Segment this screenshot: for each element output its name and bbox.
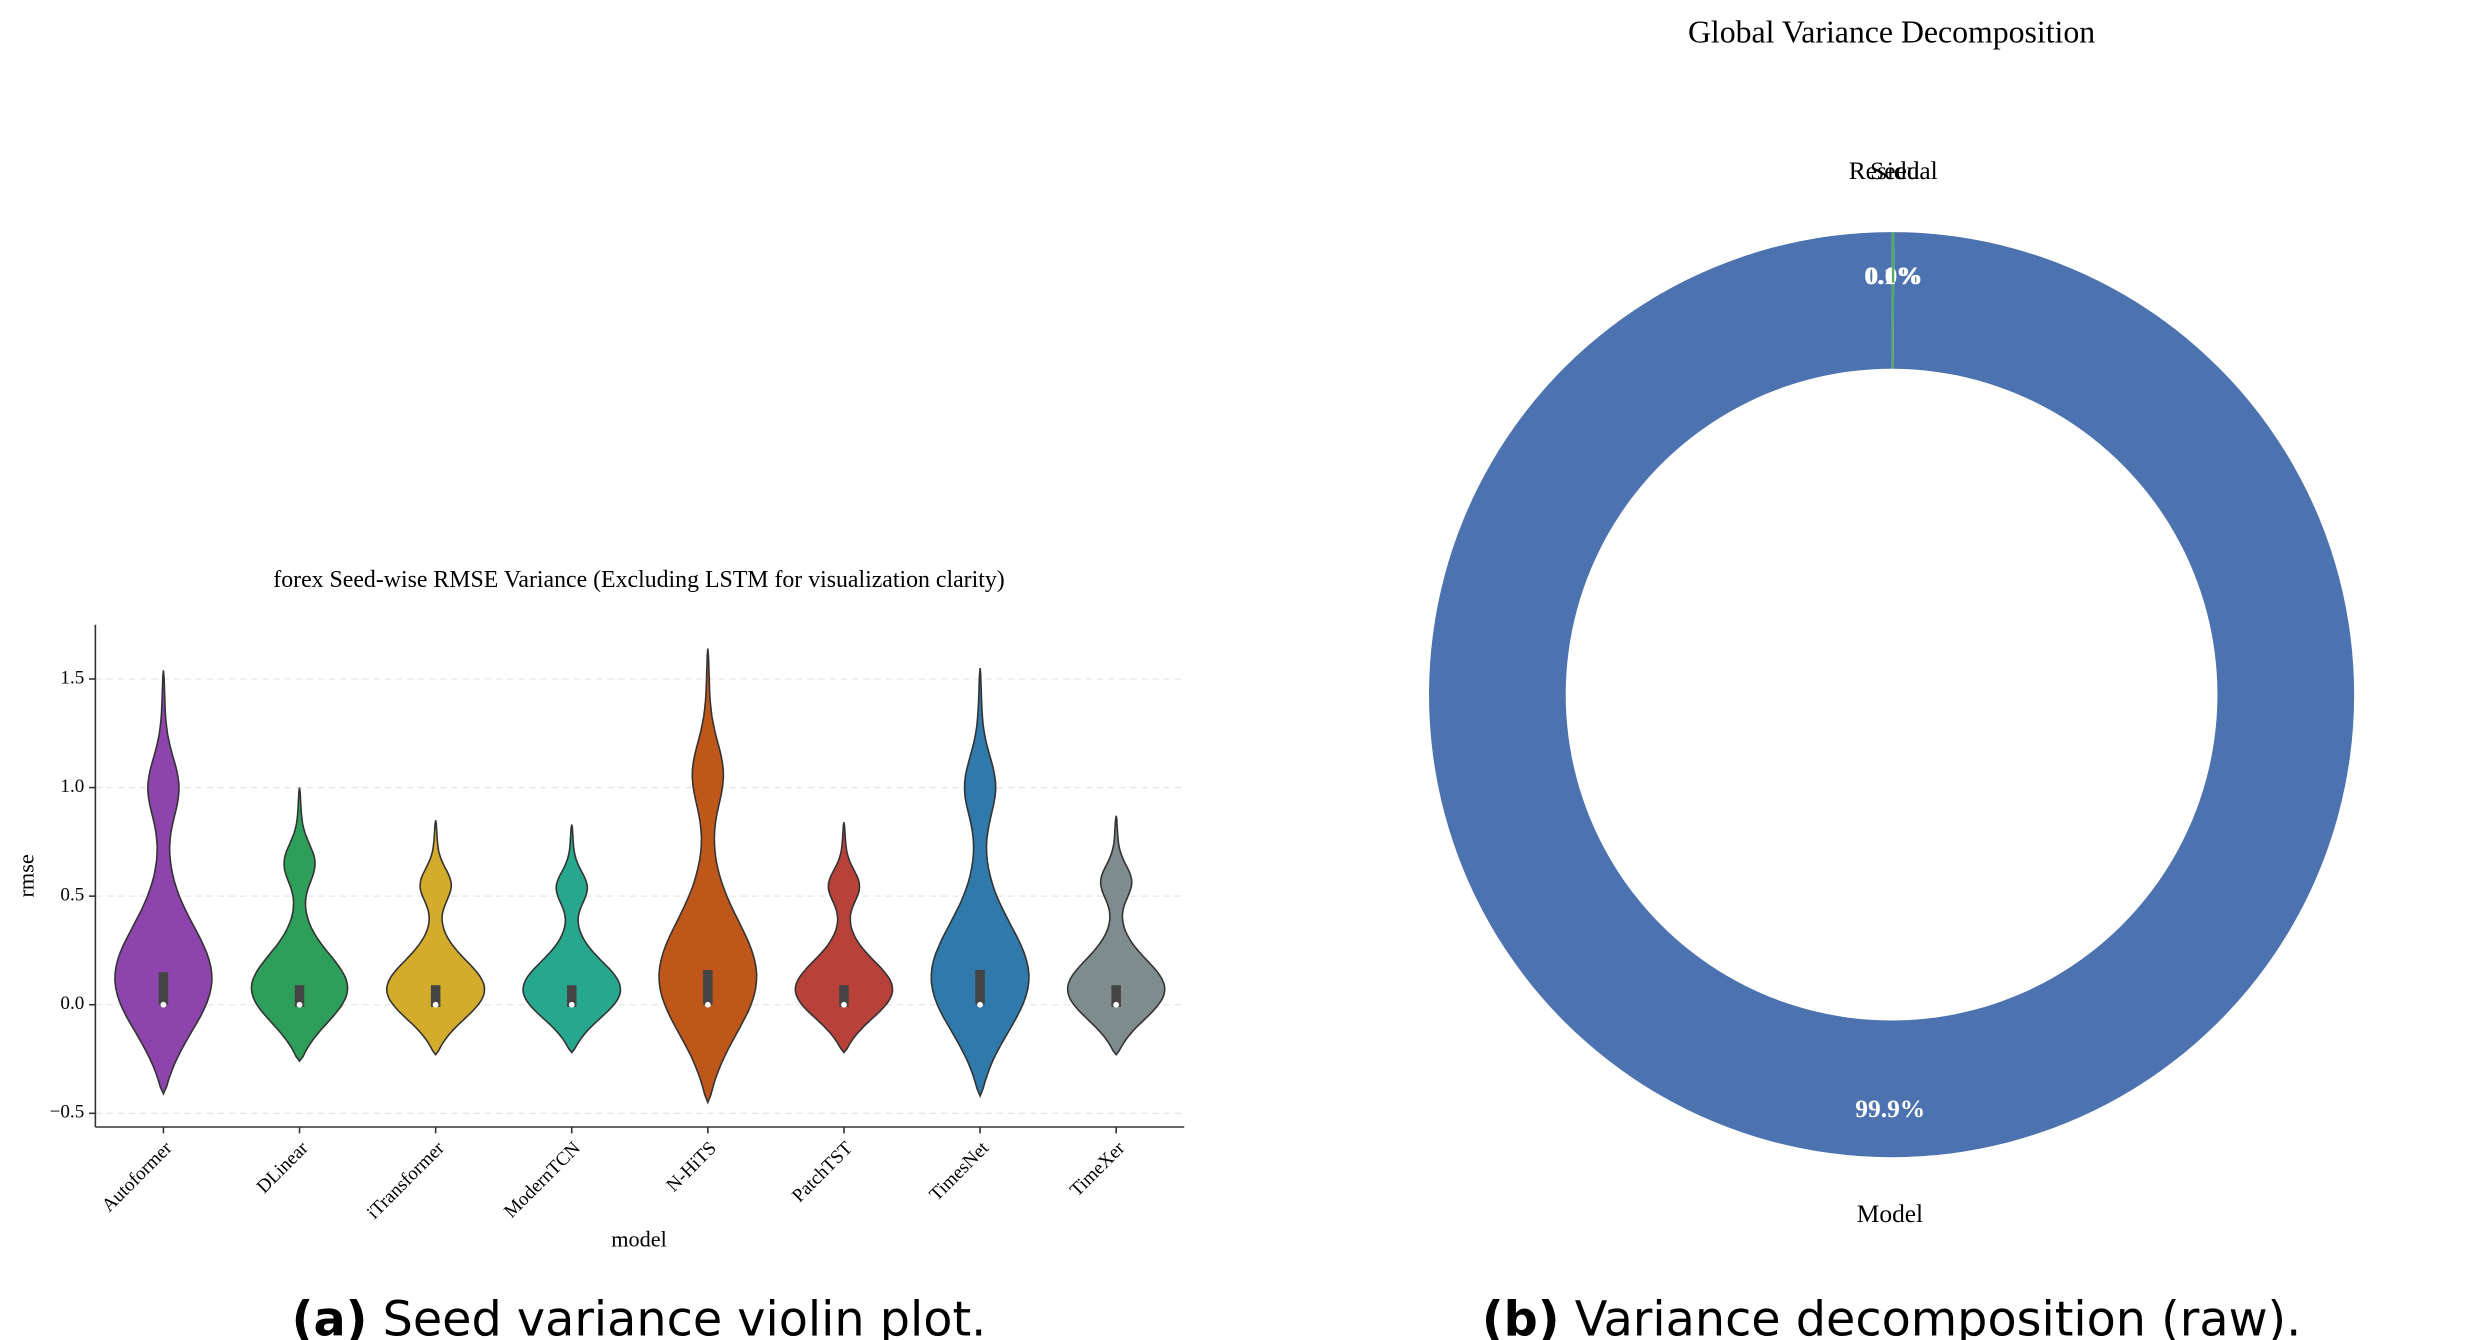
wedge-value-label: 0.1% [1864,261,1921,290]
wedge-label: Model [1857,1199,1923,1228]
caption-text: Seed variance violin plot. [383,1293,987,1340]
violin-box [294,985,305,1007]
violin-median [704,1001,711,1008]
x-axis-label: model [611,1227,667,1252]
x-tick-label: iTransformer [363,1137,449,1223]
violin-body [794,822,894,1054]
violin-median [160,1001,167,1008]
wedge-label: Residual [1849,156,1938,185]
violin-body [250,787,349,1063]
x-tick-label: TimesNet [926,1137,994,1205]
x-tick-label: DLinear [253,1137,313,1197]
y-tick-label: −0.5 [50,1102,85,1123]
donut-wedge [1429,232,2355,1158]
caption-a: (a) Seed variance violin plot. [292,1293,987,1340]
y-tick-label: 0.5 [60,885,84,906]
violin-title: forex Seed-wise RMSE Variance (Excluding… [273,567,1004,593]
violin-median [432,1001,439,1008]
x-tick-label: N-HiTS [663,1138,721,1196]
violin-box [430,985,441,1007]
y-axis-label: rmse [14,854,39,897]
violin-body [114,670,213,1096]
violin-body [1066,815,1166,1056]
violin-box [839,985,849,1007]
violin-body [658,648,758,1105]
y-tick-label: 1.0 [60,776,84,797]
violin-body [930,668,1030,1099]
wedge-label: Seed [1870,156,1920,185]
y-tick-label: 0.0 [60,993,84,1014]
violin-box [703,969,713,1005]
violin-median [841,1001,847,1008]
x-tick-label: TimeXer [1066,1137,1129,1200]
violin-median [977,1001,983,1008]
wedge-value-label: 99.9% [1855,1094,1925,1123]
donut-wedge [1891,232,1895,369]
violin-box [1111,985,1121,1007]
y-tick-label: 1.5 [60,667,84,688]
caption-label: (b) [1482,1293,1560,1340]
violin-box [158,972,169,1005]
x-tick-label: PatchTST [788,1138,857,1207]
caption-label: (a) [292,1293,368,1340]
violin-median [1113,1001,1120,1008]
violin-box [566,985,577,1007]
x-tick-label: Autoformer [98,1137,177,1216]
x-tick-label: ModernTCN [500,1138,585,1223]
violin-median [296,1001,303,1008]
caption-b: (b) Variance decomposition (raw). [1482,1293,2301,1340]
violin-body [522,824,622,1054]
violin-body [385,820,486,1057]
violin-box [975,969,985,1005]
caption-text: Variance decomposition (raw). [1575,1293,2302,1340]
violin-median [568,1001,575,1008]
donut-title: Global Variance Decomposition [1688,14,2095,49]
